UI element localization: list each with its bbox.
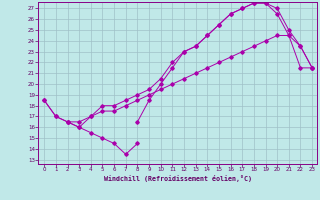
X-axis label: Windchill (Refroidissement éolien,°C): Windchill (Refroidissement éolien,°C)	[104, 175, 252, 182]
